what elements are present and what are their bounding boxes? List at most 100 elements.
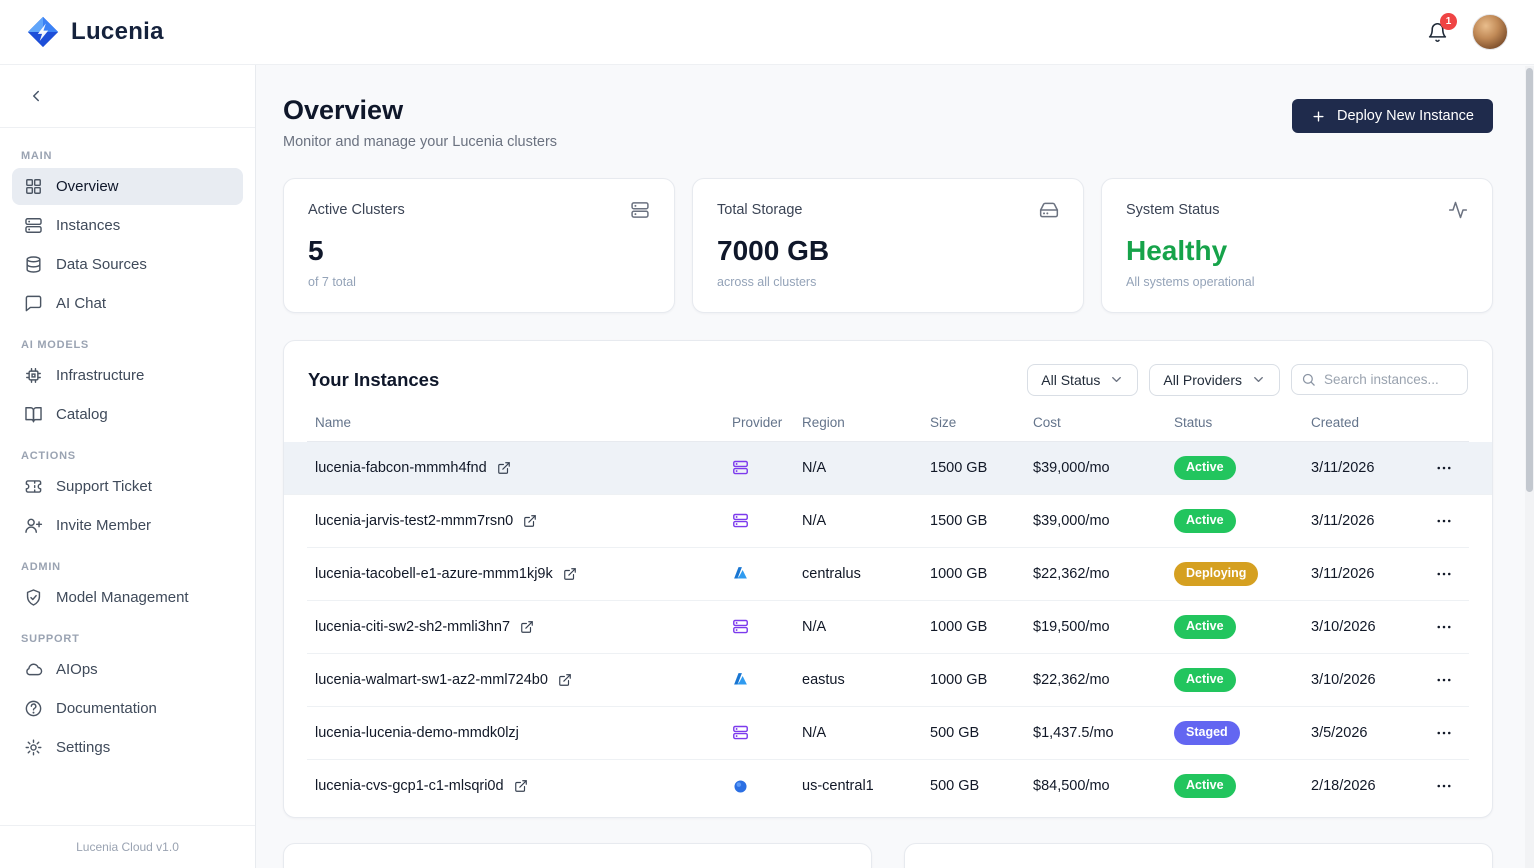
external-link-icon[interactable]: [563, 567, 577, 581]
instance-size: 500 GB: [930, 778, 980, 795]
row-actions-button[interactable]: [1435, 777, 1453, 795]
instance-name-cell: lucenia-jarvis-test2-mmm7rsn0: [307, 513, 724, 529]
provider-filter-dropdown[interactable]: All Providers: [1149, 363, 1280, 396]
sidebar-item-catalog[interactable]: Catalog: [12, 396, 243, 433]
table-row[interactable]: lucenia-cvs-gcp1-c1-mlsqri0d us-central1…: [307, 760, 1469, 813]
instance-name-cell: lucenia-cvs-gcp1-c1-mlsqri0d: [307, 778, 724, 794]
sidebar-item-aiops[interactable]: AIOps: [12, 651, 243, 688]
notifications-button[interactable]: 1: [1427, 12, 1457, 43]
instance-region: us-central1: [802, 778, 874, 795]
table-row[interactable]: lucenia-walmart-sw1-az2-mml724b0 eastus …: [307, 654, 1469, 707]
user-plus-icon: [24, 516, 43, 535]
stat-subtext: of 7 total: [308, 274, 356, 289]
instance-name: lucenia-jarvis-test2-mmm7rsn0: [315, 512, 514, 529]
sidebar-item-documentation[interactable]: Documentation: [12, 690, 243, 727]
sidebar-item-infrastructure[interactable]: Infrastructure: [12, 357, 243, 394]
instance-created: 3/11/2026: [1311, 459, 1375, 476]
chip-icon: [24, 366, 43, 385]
chevron-down-icon: [1251, 372, 1266, 387]
column-header-provider: Provider: [732, 414, 783, 430]
stack-icon: [724, 724, 794, 741]
instance-created: 2/18/2026: [1311, 778, 1376, 795]
table-row[interactable]: lucenia-tacobell-e1-azure-mmm1kj9k centr…: [307, 548, 1469, 601]
instance-size: 500 GB: [930, 724, 980, 741]
sidebar-item-label: Support Ticket: [56, 478, 152, 495]
user-avatar[interactable]: [1472, 14, 1508, 50]
sidebar-item-label: Model Management: [56, 589, 189, 606]
sidebar-item-invite-member[interactable]: Invite Member: [12, 507, 243, 544]
partial-card: [283, 842, 872, 868]
sidebar-item-settings[interactable]: Settings: [12, 729, 243, 766]
instance-region: N/A: [802, 512, 827, 529]
row-actions-button[interactable]: [1435, 512, 1453, 530]
stack-icon: [724, 618, 794, 635]
row-actions-button[interactable]: [1435, 724, 1453, 742]
ellipsis-icon: [1435, 565, 1453, 583]
stat-subtext: All systems operational: [1126, 274, 1255, 289]
scrollbar-thumb[interactable]: [1526, 68, 1533, 492]
external-link-icon[interactable]: [558, 673, 572, 687]
ellipsis-icon: [1435, 459, 1453, 477]
instance-cost: $19,500/mo: [1033, 618, 1110, 635]
sidebar-item-label: Invite Member: [56, 517, 152, 534]
row-actions-button[interactable]: [1435, 671, 1453, 689]
azure-icon: [724, 671, 794, 688]
instance-size: 1000 GB: [930, 618, 988, 635]
stack-icon: [724, 512, 794, 529]
ellipsis-icon: [1435, 777, 1453, 795]
deploy-new-instance-button[interactable]: Deploy New Instance: [1291, 99, 1493, 133]
database-icon: [24, 255, 43, 274]
search-instances-input[interactable]: [1291, 364, 1468, 396]
instances-title: Your Instances: [308, 368, 440, 390]
table-row[interactable]: lucenia-lucenia-demo-mmdk0lzj N/A 500 GB…: [307, 707, 1469, 760]
instance-region: centralus: [802, 565, 861, 582]
sidebar-item-model-management[interactable]: Model Management: [12, 579, 243, 616]
sidebar-item-instances[interactable]: Instances: [12, 207, 243, 244]
instance-name: lucenia-citi-sw2-sh2-mmli3hn7: [315, 618, 511, 635]
status-filter-dropdown[interactable]: All Status: [1027, 363, 1139, 396]
table-row[interactable]: lucenia-fabcon-mmmh4fnd N/A 1500 GB $39,…: [284, 441, 1492, 495]
sidebar-section-ai-models: AI MODELS: [21, 339, 90, 351]
external-link-icon[interactable]: [514, 779, 528, 793]
instance-name: lucenia-walmart-sw1-az2-mml724b0: [315, 671, 548, 688]
ellipsis-icon: [1435, 512, 1453, 530]
sidebar-item-label: Infrastructure: [56, 367, 145, 384]
instance-name: lucenia-lucenia-demo-mmdk0lzj: [315, 724, 519, 741]
sidebar-item-overview[interactable]: Overview: [12, 168, 243, 205]
column-header-size: Size: [930, 414, 957, 430]
instance-created: 3/10/2026: [1311, 671, 1376, 688]
bottom-cards-row: [283, 842, 1493, 868]
sidebar-item-data-sources[interactable]: Data Sources: [12, 246, 243, 283]
instance-cost: $1,437.5/mo: [1033, 724, 1114, 741]
column-header-created: Created: [1311, 414, 1360, 430]
instance-cost: $39,000/mo: [1033, 512, 1110, 529]
table-row[interactable]: lucenia-jarvis-test2-mmm7rsn0 N/A 1500 G…: [307, 495, 1469, 548]
status-badge: Deploying: [1174, 561, 1259, 586]
table-row[interactable]: lucenia-citi-sw2-sh2-mmli3hn7 N/A 1000 G…: [307, 601, 1469, 654]
sidebar-section-main: MAIN: [21, 150, 53, 162]
instance-created: 3/5/2026: [1311, 724, 1368, 741]
instances-table: Name Provider Region Size Cost Status Cr…: [284, 414, 1492, 813]
row-actions-button[interactable]: [1435, 618, 1453, 636]
sidebar-item-label: Settings: [56, 739, 111, 756]
status-badge: Active: [1174, 455, 1236, 480]
sidebar-section-admin: ADMIN: [21, 561, 61, 573]
stat-card-active-clusters: Active Clusters 5 of 7 total: [283, 178, 675, 313]
sidebar-item-label: Documentation: [56, 700, 157, 717]
instance-size: 1000 GB: [930, 671, 988, 688]
ellipsis-icon: [1435, 671, 1453, 689]
instance-cost: $39,000/mo: [1033, 459, 1110, 476]
external-link-icon[interactable]: [523, 514, 537, 528]
server-icon: [24, 216, 43, 235]
instance-name-cell: lucenia-tacobell-e1-azure-mmm1kj9k: [307, 566, 724, 582]
instance-region: N/A: [802, 459, 827, 476]
sidebar-collapse-button[interactable]: [27, 87, 45, 105]
row-actions-button[interactable]: [1435, 565, 1453, 583]
external-link-icon[interactable]: [520, 620, 534, 634]
sidebar-item-ai-chat[interactable]: AI Chat: [12, 285, 243, 322]
sidebar-item-label: Catalog: [56, 406, 108, 423]
sidebar-item-support-ticket[interactable]: Support Ticket: [12, 468, 243, 505]
row-actions-button[interactable]: [1435, 459, 1453, 477]
external-link-icon[interactable]: [497, 461, 511, 475]
brand-logo[interactable]: Lucenia: [26, 15, 164, 49]
